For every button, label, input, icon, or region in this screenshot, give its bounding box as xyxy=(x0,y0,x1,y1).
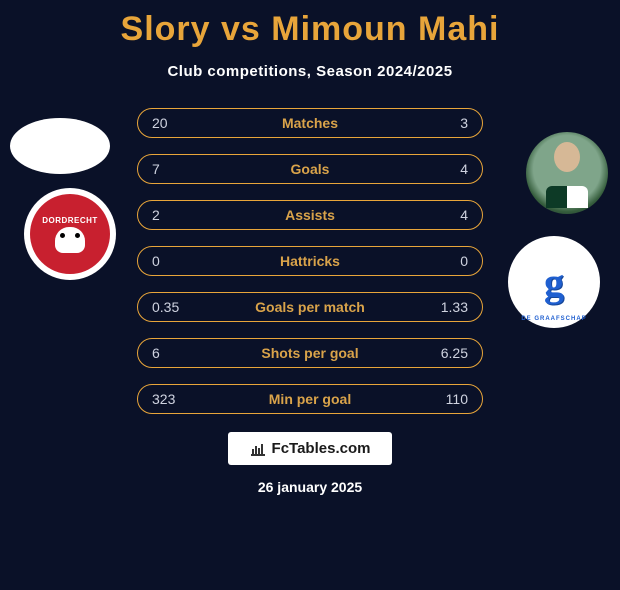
club-logo-left: DORDRECHT xyxy=(24,188,116,280)
stat-left-value: 323 xyxy=(152,391,190,407)
date-text: 26 january 2025 xyxy=(0,479,620,495)
stat-right-value: 0 xyxy=(430,253,468,269)
stat-label: Min per goal xyxy=(190,391,430,407)
stat-row: 323 Min per goal 110 xyxy=(137,384,483,414)
stat-row: 7 Goals 4 xyxy=(137,154,483,184)
player-avatar-left xyxy=(10,118,110,174)
stat-left-value: 6 xyxy=(152,345,190,361)
stat-row: 0.35 Goals per match 1.33 xyxy=(137,292,483,322)
stat-left-value: 0.35 xyxy=(152,299,190,315)
player-avatar-right xyxy=(526,132,608,214)
stat-label: Assists xyxy=(190,207,430,223)
club-logo-left-text: DORDRECHT xyxy=(42,216,98,225)
source-badge-text: FcTables.com xyxy=(272,440,371,457)
stat-left-value: 7 xyxy=(152,161,190,177)
stat-right-value: 6.25 xyxy=(430,345,468,361)
stat-label: Goals per match xyxy=(190,299,430,315)
stat-label: Matches xyxy=(190,115,430,131)
stat-left-value: 0 xyxy=(152,253,190,269)
stat-right-value: 110 xyxy=(430,391,468,407)
source-badge[interactable]: FcTables.com xyxy=(228,432,393,465)
club-logo-right-letter: g xyxy=(544,259,564,306)
club-logo-right-ring: DE GRAAFSCHAP xyxy=(521,316,586,322)
stat-right-value: 3 xyxy=(430,115,468,131)
stat-left-value: 2 xyxy=(152,207,190,223)
stat-left-value: 20 xyxy=(152,115,190,131)
source-badge-wrap: FcTables.com xyxy=(0,432,620,465)
stat-label: Goals xyxy=(190,161,430,177)
competition-subtitle: Club competitions, Season 2024/2025 xyxy=(0,63,620,80)
club-logo-right: g DE GRAAFSCHAP xyxy=(508,236,600,328)
stat-label: Shots per goal xyxy=(190,345,430,361)
stat-row: 20 Matches 3 xyxy=(137,108,483,138)
page-title: Slory vs Mimoun Mahi xyxy=(0,10,620,49)
stat-right-value: 1.33 xyxy=(430,299,468,315)
stat-row: 0 Hattricks 0 xyxy=(137,246,483,276)
stat-row: 2 Assists 4 xyxy=(137,200,483,230)
stat-right-value: 4 xyxy=(430,161,468,177)
stat-row: 6 Shots per goal 6.25 xyxy=(137,338,483,368)
chart-icon xyxy=(250,441,266,457)
stat-label: Hattricks xyxy=(190,253,430,269)
stat-right-value: 4 xyxy=(430,207,468,223)
club-logo-left-icon xyxy=(55,227,85,253)
